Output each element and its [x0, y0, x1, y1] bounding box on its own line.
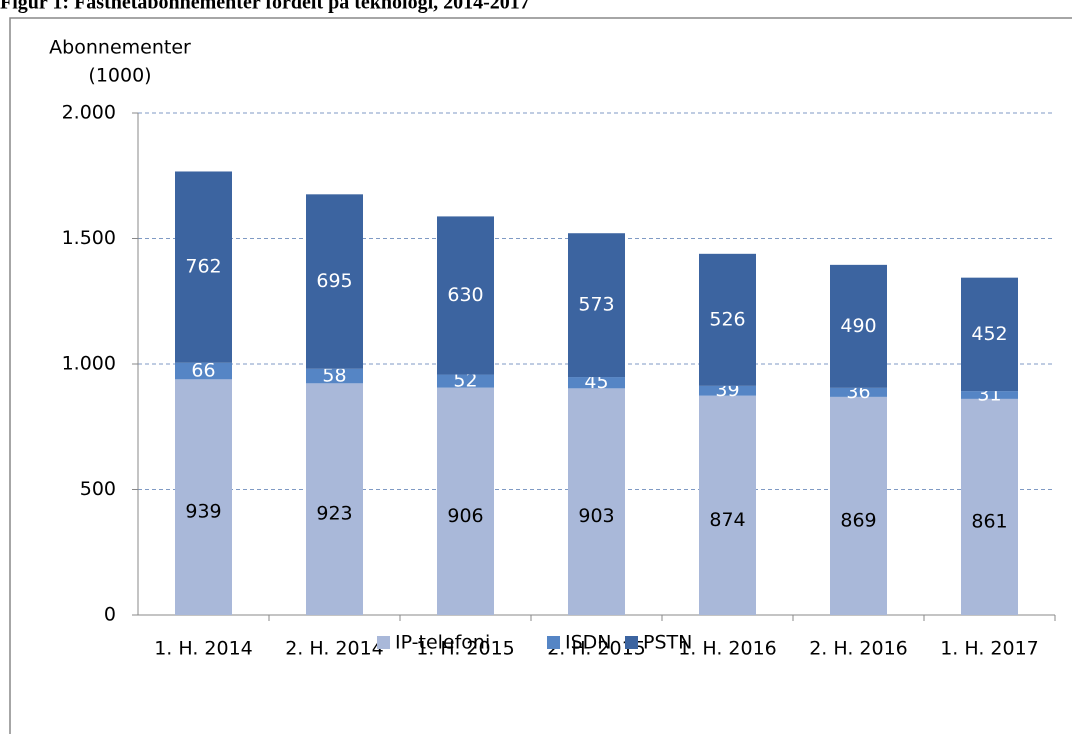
- bar-segment: [306, 194, 363, 369]
- x-tick-label: 2. H. 2016: [809, 638, 908, 660]
- data-label: 66: [191, 360, 215, 382]
- bar-segment: [568, 233, 625, 378]
- bar-segment: [306, 383, 363, 615]
- data-label: 52: [453, 370, 477, 392]
- bar-segment: [830, 387, 887, 397]
- legend-swatch: [377, 636, 390, 649]
- data-label: 762: [185, 256, 221, 278]
- y-tick-label: 1.500: [62, 227, 116, 249]
- chart-title: Figur 1: Fastnetabonnementer fordelt på …: [0, 0, 530, 14]
- data-label: 906: [447, 505, 483, 527]
- x-tick-label: 2. H. 2014: [285, 638, 384, 660]
- bar-segment: [175, 362, 232, 380]
- data-label: 869: [840, 509, 876, 531]
- data-label: 695: [316, 270, 352, 292]
- legend-swatch: [625, 636, 638, 649]
- y-tick-label: 1.000: [62, 353, 116, 375]
- legend-label: PSTN: [643, 632, 692, 654]
- data-label: 861: [971, 510, 1007, 532]
- x-tick-label: 1. H. 2015: [416, 638, 515, 660]
- x-tick-label: 1. H. 2016: [678, 638, 777, 660]
- chart-frame: [9, 17, 1072, 734]
- y-axis-label: Abonnementer: [49, 37, 191, 59]
- bar-segment: [437, 374, 494, 388]
- bar-segment: [699, 253, 756, 386]
- y-tick-label: 2.000: [62, 102, 116, 124]
- data-label: 452: [971, 323, 1007, 345]
- data-label: 630: [447, 284, 483, 306]
- y-axis-label: (1000): [88, 65, 151, 87]
- data-label: 573: [578, 294, 614, 316]
- bar-segment: [568, 377, 625, 389]
- bar-segment: [830, 396, 887, 615]
- bar-segment: [568, 388, 625, 615]
- y-tick-label: 500: [80, 478, 116, 500]
- bar-segment: [961, 398, 1018, 615]
- data-label: 939: [185, 501, 221, 523]
- data-label: 58: [322, 365, 346, 387]
- legend-label: IP-telefoni: [395, 632, 490, 654]
- legend-swatch: [547, 636, 560, 649]
- bar-segment: [306, 368, 363, 384]
- legend-label: ISDN: [565, 632, 612, 654]
- bar-segment: [175, 171, 232, 363]
- bar-segment: [437, 387, 494, 615]
- bar-segment: [175, 379, 232, 615]
- data-label: 903: [578, 505, 614, 527]
- data-label: 526: [709, 308, 745, 330]
- bar-segment: [961, 391, 1018, 399]
- x-tick-label: 1. H. 2017: [940, 638, 1039, 660]
- y-tick-label: 0: [104, 604, 116, 626]
- data-label: 923: [316, 503, 352, 525]
- data-label: 874: [709, 509, 745, 531]
- x-tick-label: 2. H. 2015: [547, 638, 646, 660]
- bar-segment: [699, 395, 756, 615]
- x-tick-label: 1. H. 2014: [154, 638, 253, 660]
- bar-segment: [830, 264, 887, 388]
- bar-segment: [699, 385, 756, 396]
- bar-segment: [437, 216, 494, 375]
- bar-segment: [961, 277, 1018, 392]
- data-label: 490: [840, 315, 876, 337]
